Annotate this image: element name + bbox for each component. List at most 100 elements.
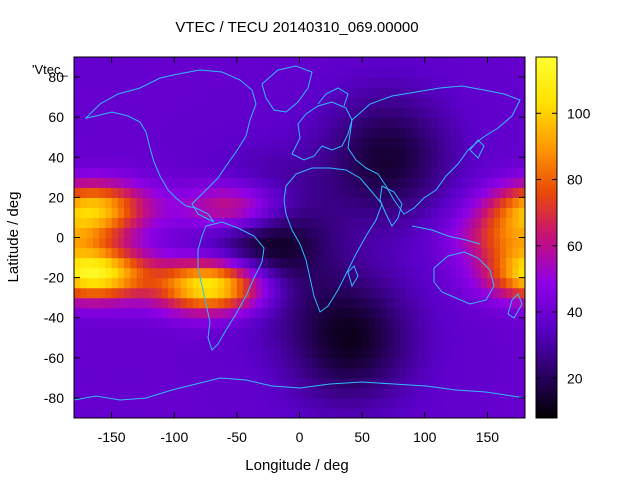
heatmap-cell bbox=[443, 57, 451, 68]
heatmap-cell bbox=[161, 347, 169, 359]
heatmap-cell bbox=[368, 167, 376, 178]
heatmap-cell bbox=[424, 67, 432, 78]
heatmap-cell bbox=[374, 177, 382, 188]
heatmap-cell bbox=[393, 237, 401, 249]
heatmap-cell bbox=[174, 77, 182, 88]
heatmap-cell bbox=[431, 217, 438, 229]
heatmap-cell bbox=[474, 327, 482, 339]
heatmap-cell bbox=[393, 197, 401, 209]
heatmap-cell bbox=[324, 267, 332, 279]
heatmap-cell bbox=[399, 127, 407, 138]
heatmap-cell bbox=[286, 97, 294, 108]
heatmap-cell bbox=[117, 377, 125, 389]
heatmap-cell bbox=[343, 397, 351, 409]
heatmap-cell bbox=[443, 237, 451, 249]
heatmap-cell bbox=[280, 387, 288, 399]
heatmap-cell bbox=[124, 407, 131, 418]
heatmap-cell bbox=[512, 77, 520, 88]
heatmap-cell bbox=[305, 247, 313, 259]
heatmap-cell bbox=[193, 127, 200, 138]
heatmap-cell bbox=[512, 197, 520, 209]
heatmap-cell bbox=[305, 217, 313, 229]
heatmap-cell bbox=[261, 137, 269, 148]
heatmap-cell bbox=[218, 207, 225, 219]
heatmap-cell bbox=[474, 407, 482, 418]
heatmap-cell bbox=[236, 337, 244, 349]
heatmap-cell bbox=[355, 267, 363, 279]
heatmap-cell bbox=[506, 207, 514, 219]
heatmap-cell bbox=[499, 357, 507, 369]
heatmap-cell bbox=[205, 377, 213, 389]
heatmap-cell bbox=[211, 177, 219, 188]
heatmap-cell bbox=[280, 217, 288, 229]
heatmap-cell bbox=[393, 317, 401, 329]
heatmap-cell bbox=[312, 107, 319, 118]
heatmap-cell bbox=[431, 347, 438, 359]
heatmap-cell bbox=[167, 187, 175, 198]
heatmap-cell bbox=[74, 357, 81, 369]
heatmap-cell bbox=[130, 137, 138, 148]
heatmap-cell bbox=[493, 137, 501, 148]
heatmap-cell bbox=[305, 167, 313, 178]
heatmap-cell bbox=[512, 137, 520, 148]
heatmap-cell bbox=[142, 377, 150, 389]
heatmap-cell bbox=[368, 77, 376, 88]
heatmap-cell bbox=[506, 387, 514, 399]
heatmap-cell bbox=[443, 387, 451, 399]
heatmap-cell bbox=[481, 127, 489, 138]
heatmap-cell bbox=[399, 297, 407, 309]
heatmap-cell bbox=[155, 297, 163, 309]
heatmap-cell bbox=[99, 167, 106, 178]
heatmap-cell bbox=[412, 157, 420, 168]
heatmap-cell bbox=[493, 397, 501, 409]
heatmap-cell bbox=[518, 397, 525, 409]
heatmap-cell bbox=[437, 87, 445, 98]
heatmap-cell bbox=[418, 197, 426, 209]
heatmap-cell bbox=[437, 407, 445, 418]
heatmap-cell bbox=[274, 287, 282, 299]
heatmap-cell bbox=[180, 227, 188, 239]
heatmap-cell bbox=[142, 57, 150, 68]
heatmap-cell bbox=[211, 207, 219, 219]
heatmap-cell bbox=[305, 327, 313, 339]
heatmap-cell bbox=[449, 207, 457, 219]
heatmap-cell bbox=[293, 317, 301, 329]
heatmap-cell bbox=[343, 197, 351, 209]
heatmap-cell bbox=[299, 67, 307, 78]
heatmap-cell bbox=[193, 387, 200, 399]
heatmap-cell bbox=[261, 97, 269, 108]
heatmap-cell bbox=[268, 387, 276, 399]
heatmap-cell bbox=[443, 167, 451, 178]
heatmap-cell bbox=[481, 237, 489, 249]
heatmap-cell bbox=[155, 77, 163, 88]
heatmap-cell bbox=[236, 77, 244, 88]
heatmap-cell bbox=[487, 377, 495, 389]
heatmap-cell bbox=[324, 317, 332, 329]
heatmap-cell bbox=[218, 187, 225, 198]
heatmap-cell bbox=[468, 377, 476, 389]
heatmap-cell bbox=[506, 177, 514, 188]
heatmap-cell bbox=[412, 57, 420, 68]
heatmap-cell bbox=[487, 57, 495, 68]
heatmap-cell bbox=[80, 267, 88, 279]
heatmap-cell bbox=[261, 307, 269, 319]
heatmap-cell bbox=[330, 257, 338, 269]
heatmap-cell bbox=[380, 307, 388, 319]
heatmap-cell bbox=[180, 217, 188, 229]
heatmap-cell bbox=[268, 237, 276, 249]
heatmap-cell bbox=[337, 97, 344, 108]
heatmap-cell bbox=[431, 77, 438, 88]
heatmap-cell bbox=[449, 77, 457, 88]
heatmap-cell bbox=[130, 257, 138, 269]
heatmap-cell bbox=[161, 267, 169, 279]
heatmap-cell bbox=[211, 97, 219, 108]
heatmap-cell bbox=[280, 287, 288, 299]
heatmap-cell bbox=[80, 57, 88, 68]
heatmap-cell bbox=[111, 237, 119, 249]
heatmap-cell bbox=[111, 67, 119, 78]
heatmap-cell bbox=[518, 157, 525, 168]
heatmap-cell bbox=[330, 307, 338, 319]
heatmap-cell bbox=[92, 97, 100, 108]
heatmap-cell bbox=[387, 297, 395, 309]
heatmap-cell bbox=[286, 197, 294, 209]
